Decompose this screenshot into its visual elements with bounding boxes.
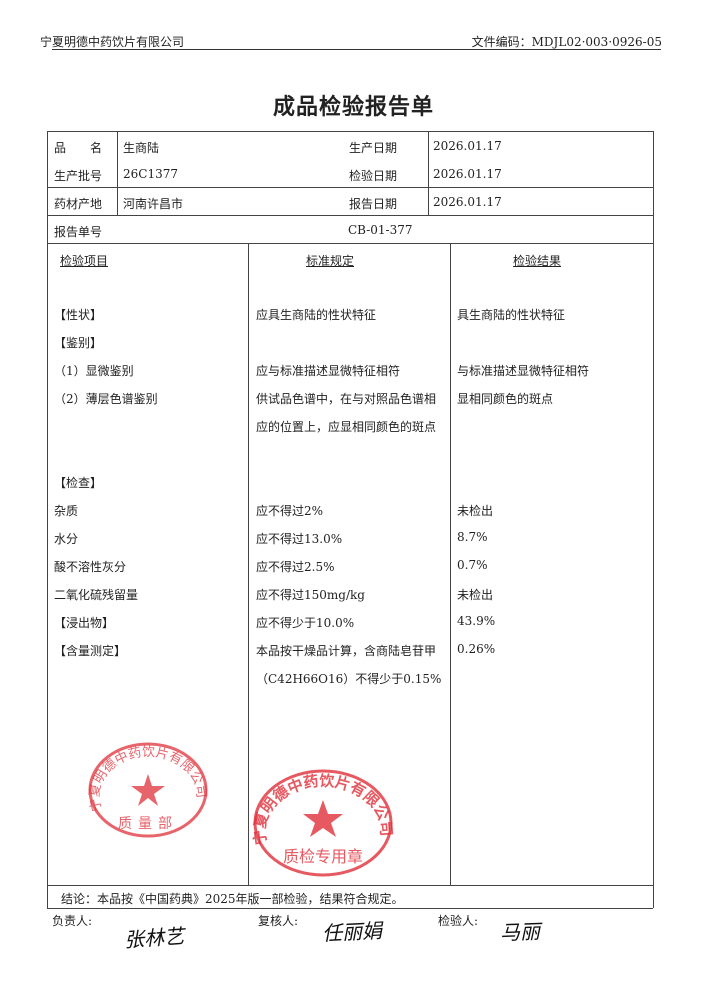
production-date: 2026.01.17 <box>433 139 502 153</box>
conclusion: 结论：本品按《中国药典》2025年版一部检验，结果符合规定。 <box>61 892 404 906</box>
report-number-label: 报告单号 <box>54 225 103 239</box>
qc-seal-stamp: 宁夏明德中药饮片有限公司 质检专用章 <box>251 769 395 877</box>
row-result: 与标准描述显微特征相符 <box>457 364 590 378</box>
row-result: 8.7% <box>457 530 488 544</box>
row-item: 【含量测定】 <box>54 644 127 658</box>
responsible-label: 负责人: <box>52 914 93 928</box>
batch-label: 生产批号 <box>54 169 103 183</box>
product-name: 生商陆 <box>123 141 160 155</box>
column-header-result: 检验结果 <box>513 254 562 268</box>
row-result: 0.26% <box>457 642 496 656</box>
row-standard: 供试品色谱中，在与对照品色谱相 <box>256 392 437 406</box>
report-number: CB-01-377 <box>348 223 413 237</box>
report-date: 2026.01.17 <box>433 195 502 209</box>
company-name: 宁夏明德中药饮片有限公司 <box>40 35 185 49</box>
test-date: 2026.01.17 <box>433 167 502 181</box>
row-result: 43.9% <box>457 614 496 628</box>
row-item: 【性状】 <box>54 308 103 322</box>
document-code: 文件编码：MDJL02·003·0926-05 <box>471 35 662 49</box>
row-item: 酸不溶性灰分 <box>54 560 127 574</box>
origin: 河南许昌市 <box>123 197 184 211</box>
seal-sub-text: 质检专用章 <box>283 847 363 866</box>
row-standard: 应不得过2.5% <box>256 560 335 574</box>
stamp-sub-text: 质量部 <box>118 816 178 832</box>
header-divider <box>52 49 661 50</box>
reviewer-label: 复核人: <box>258 914 299 928</box>
row-result: 未检出 <box>457 504 494 518</box>
row-item: （1）显微鉴别 <box>54 364 134 378</box>
row-item: （2）薄层色谱鉴别 <box>54 392 158 406</box>
column-header-item: 检验项目 <box>60 254 109 268</box>
inspector-label: 检验人: <box>438 914 479 928</box>
column-header-standard: 标准规定 <box>306 254 355 268</box>
origin-label: 药材产地 <box>54 197 103 211</box>
row-standard: 本品按干燥品计算，含商陆皂苷甲 <box>256 644 437 658</box>
row-item: 杂质 <box>54 504 79 518</box>
row-standard: 应不得过2% <box>256 504 324 518</box>
responsible-signature: 张林艺 <box>123 923 185 953</box>
row-standard: 应的位置上，应显相同颜色的斑点 <box>256 420 437 434</box>
report-date-label: 报告日期 <box>349 197 398 211</box>
row-item: 【鉴别】 <box>54 336 103 350</box>
row-standard: 应不得过150mg/kg <box>256 588 365 602</box>
inspector-signature: 马丽 <box>499 919 541 945</box>
row-item: 【检查】 <box>54 476 103 490</box>
row-standard: 应不得少于10.0% <box>256 616 355 630</box>
row-result: 未检出 <box>457 588 494 602</box>
batch-number: 26C1377 <box>123 167 178 181</box>
row-result: 具生商陆的性状特征 <box>457 308 566 322</box>
product-name-label: 品 名 <box>54 141 103 155</box>
row-standard: 应与标准描述显微特征相符 <box>256 364 401 378</box>
row-result: 显相同颜色的斑点 <box>457 392 554 406</box>
page-title: 成品检验报告单 <box>272 94 434 120</box>
row-standard: 应具生商陆的性状特征 <box>256 308 377 322</box>
quality-department-stamp: 宁夏明德中药饮片有限公司 质量部 <box>87 742 208 838</box>
row-item: 【浸出物】 <box>54 616 115 630</box>
row-result: 0.7% <box>457 558 488 572</box>
test-date-label: 检验日期 <box>349 169 398 183</box>
row-standard: （C42H66O16）不得少于0.15% <box>256 672 442 686</box>
row-item: 水分 <box>54 532 79 546</box>
row-standard: 应不得过13.0% <box>256 532 343 546</box>
production-date-label: 生产日期 <box>349 141 398 155</box>
reviewer-signature: 任丽娟 <box>321 918 383 946</box>
row-item: 二氧化硫残留量 <box>54 588 139 602</box>
